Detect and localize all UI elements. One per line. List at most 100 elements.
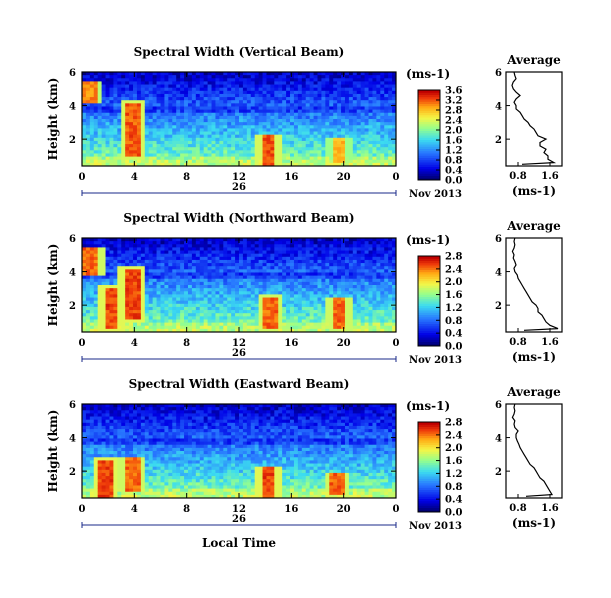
heatmap-cell [246, 266, 252, 270]
heatmap-cell [152, 244, 157, 248]
heatmap-cell [372, 278, 377, 283]
heatmap-cell [219, 109, 224, 114]
heatmap-cell [172, 319, 177, 323]
heatmap-cell [231, 253, 236, 258]
heatmap-cell [85, 269, 91, 273]
heatmap-cell [242, 153, 248, 157]
heatmap-cell [152, 100, 157, 104]
heatmap-cell [321, 238, 326, 242]
heatmap-cell [85, 87, 91, 92]
heatmap-cell [215, 128, 220, 132]
heatmap-cell [235, 159, 240, 164]
heatmap-cell [352, 306, 358, 311]
heatmap-cell [333, 259, 338, 264]
heatmap-cell [246, 144, 252, 148]
heatmap-cell [231, 140, 236, 145]
heatmap-cell [341, 303, 346, 308]
heatmap-cell [242, 272, 248, 276]
heatmap-cell [113, 285, 118, 289]
heatmap-cell [180, 253, 185, 258]
heatmap-cell [376, 81, 381, 85]
heatmap-cell [93, 162, 99, 167]
heatmap-cell [239, 316, 244, 320]
heatmap-cell [293, 322, 299, 327]
heatmap-cell [388, 156, 393, 161]
heatmap-cell [262, 244, 267, 248]
heatmap-cell [136, 322, 142, 327]
heatmap-cell [172, 84, 177, 89]
heatmap-cell [231, 115, 236, 120]
heatmap-cell [356, 137, 362, 142]
heatmap-cell [290, 122, 295, 126]
heatmap-cell [164, 241, 169, 245]
heatmap-cell [199, 125, 205, 129]
heatmap-cell [262, 272, 267, 276]
heatmap-cell [305, 115, 311, 120]
x-tick-label: 8 [183, 338, 190, 349]
heatmap-cell [337, 137, 342, 142]
heatmap-cell [297, 244, 303, 248]
heatmap-cell [211, 134, 216, 139]
profile-x-axis-label: (ms-1) [512, 184, 556, 198]
heatmap-cell [129, 241, 134, 245]
heatmap-cell [156, 238, 161, 242]
heatmap-cell [97, 272, 103, 276]
heatmap-cell [329, 153, 334, 157]
heatmap-cell [129, 322, 134, 327]
heatmap-cell [129, 259, 134, 264]
heatmap-cell [337, 306, 342, 311]
heatmap-cell [215, 153, 220, 157]
heatmap-cell [180, 263, 185, 267]
heatmap-cell [140, 159, 146, 164]
heatmap-cell [207, 310, 212, 314]
heatmap-cell [125, 238, 130, 242]
heatmap-cell [270, 112, 275, 117]
heatmap-cell [348, 150, 354, 154]
heatmap-cell [348, 313, 354, 317]
heatmap-cell [125, 147, 130, 151]
heatmap-cell [274, 278, 279, 283]
heatmap-cell [250, 319, 256, 323]
heatmap-cell [215, 272, 220, 276]
heatmap-cell [360, 310, 366, 314]
heatmap-cell [333, 162, 338, 167]
heatmap-cell [348, 100, 354, 104]
heatmap-cell [278, 128, 283, 132]
heatmap-cell [93, 256, 99, 261]
heatmap-cell [176, 253, 181, 258]
heatmap-cell [93, 115, 99, 120]
heatmap-cell [384, 313, 389, 317]
heatmap-cell [270, 106, 275, 110]
heatmap-cell [227, 97, 232, 101]
heatmap-cell [113, 316, 118, 320]
heatmap-cell [148, 159, 154, 164]
heatmap-cell [297, 291, 303, 295]
heatmap-cell [85, 81, 91, 85]
heatmap-cell [187, 125, 193, 129]
heatmap-cell [313, 263, 318, 267]
heatmap-cell [274, 115, 279, 120]
heatmap-cell [164, 128, 169, 132]
heatmap-cell [105, 103, 110, 107]
heatmap-cell [113, 244, 118, 248]
heatmap-cell [250, 159, 256, 164]
heatmap-cell [89, 263, 95, 267]
heatmap-cell [93, 131, 99, 136]
heatmap-cell [199, 147, 205, 151]
heatmap-cell [160, 244, 165, 248]
colorbar-segment [418, 294, 440, 297]
heatmap-cell [156, 75, 161, 79]
heatmap-cell [176, 131, 181, 136]
heatmap-cell [246, 112, 252, 117]
heatmap-cell [129, 310, 134, 314]
heatmap-cell [313, 128, 318, 132]
heatmap-cell [136, 288, 142, 292]
heatmap-cell [250, 162, 256, 167]
heatmap-cell [223, 285, 228, 289]
heatmap-cell [254, 159, 260, 164]
heatmap-cell [144, 140, 150, 145]
heatmap-cell [121, 128, 126, 132]
heatmap-cell [301, 263, 307, 267]
heatmap-cell [191, 93, 197, 98]
heatmap-cell [348, 125, 354, 129]
